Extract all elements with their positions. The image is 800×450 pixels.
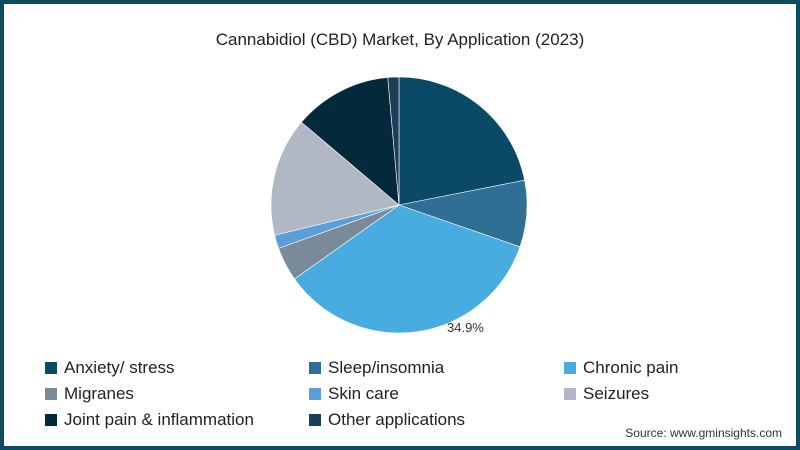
pie-slice-joint-pain-inflammation (300, 77, 400, 206)
legend-label: Migranes (64, 384, 134, 403)
pie-slice-seizures (270, 121, 400, 236)
legend-label: Seizures (583, 384, 650, 403)
pie-slice-chronic-pain (294, 204, 521, 334)
chronic-pain-percent-label: 34.9% (447, 320, 484, 335)
pie-slice-other-applications (387, 76, 400, 206)
legend-swatch-icon (45, 362, 57, 374)
legend-label: Joint pain & inflammation (64, 410, 254, 429)
legend-swatch-icon (45, 388, 57, 400)
legend-label: Skin care (328, 384, 399, 403)
legend-label: Sleep/insomnia (328, 358, 445, 377)
pie-slice-anxiety-stress (398, 76, 525, 206)
legend-label: Anxiety/ stress (64, 358, 175, 377)
legend-swatch-icon (309, 388, 321, 400)
legend-item-seizures: Seizures (564, 384, 649, 404)
legend-item-migranes: Migranes (45, 384, 134, 404)
legend-item-skin-care: Skin care (309, 384, 399, 404)
legend-item-sleep: Sleep/insomnia (309, 358, 444, 378)
source-note: Source: www.gminsights.com (625, 426, 782, 440)
legend-swatch-icon (309, 414, 321, 426)
legend-label: Chronic pain (583, 358, 679, 377)
chart-title: Cannabidiol (CBD) Market, By Application… (215, 30, 585, 49)
legend-label: Other applications (328, 410, 466, 429)
legend-item-joint-pain: Joint pain & inflammation (45, 410, 254, 430)
legend-swatch-icon (564, 388, 576, 400)
legend-item-other: Other applications (309, 410, 465, 430)
legend-item-anxiety: Anxiety/ stress (45, 358, 175, 378)
legend-swatch-icon (45, 414, 57, 426)
legend-swatch-icon (564, 362, 576, 374)
legend-item-chronic-pain: Chronic pain (564, 358, 678, 378)
legend-swatch-icon (309, 362, 321, 374)
